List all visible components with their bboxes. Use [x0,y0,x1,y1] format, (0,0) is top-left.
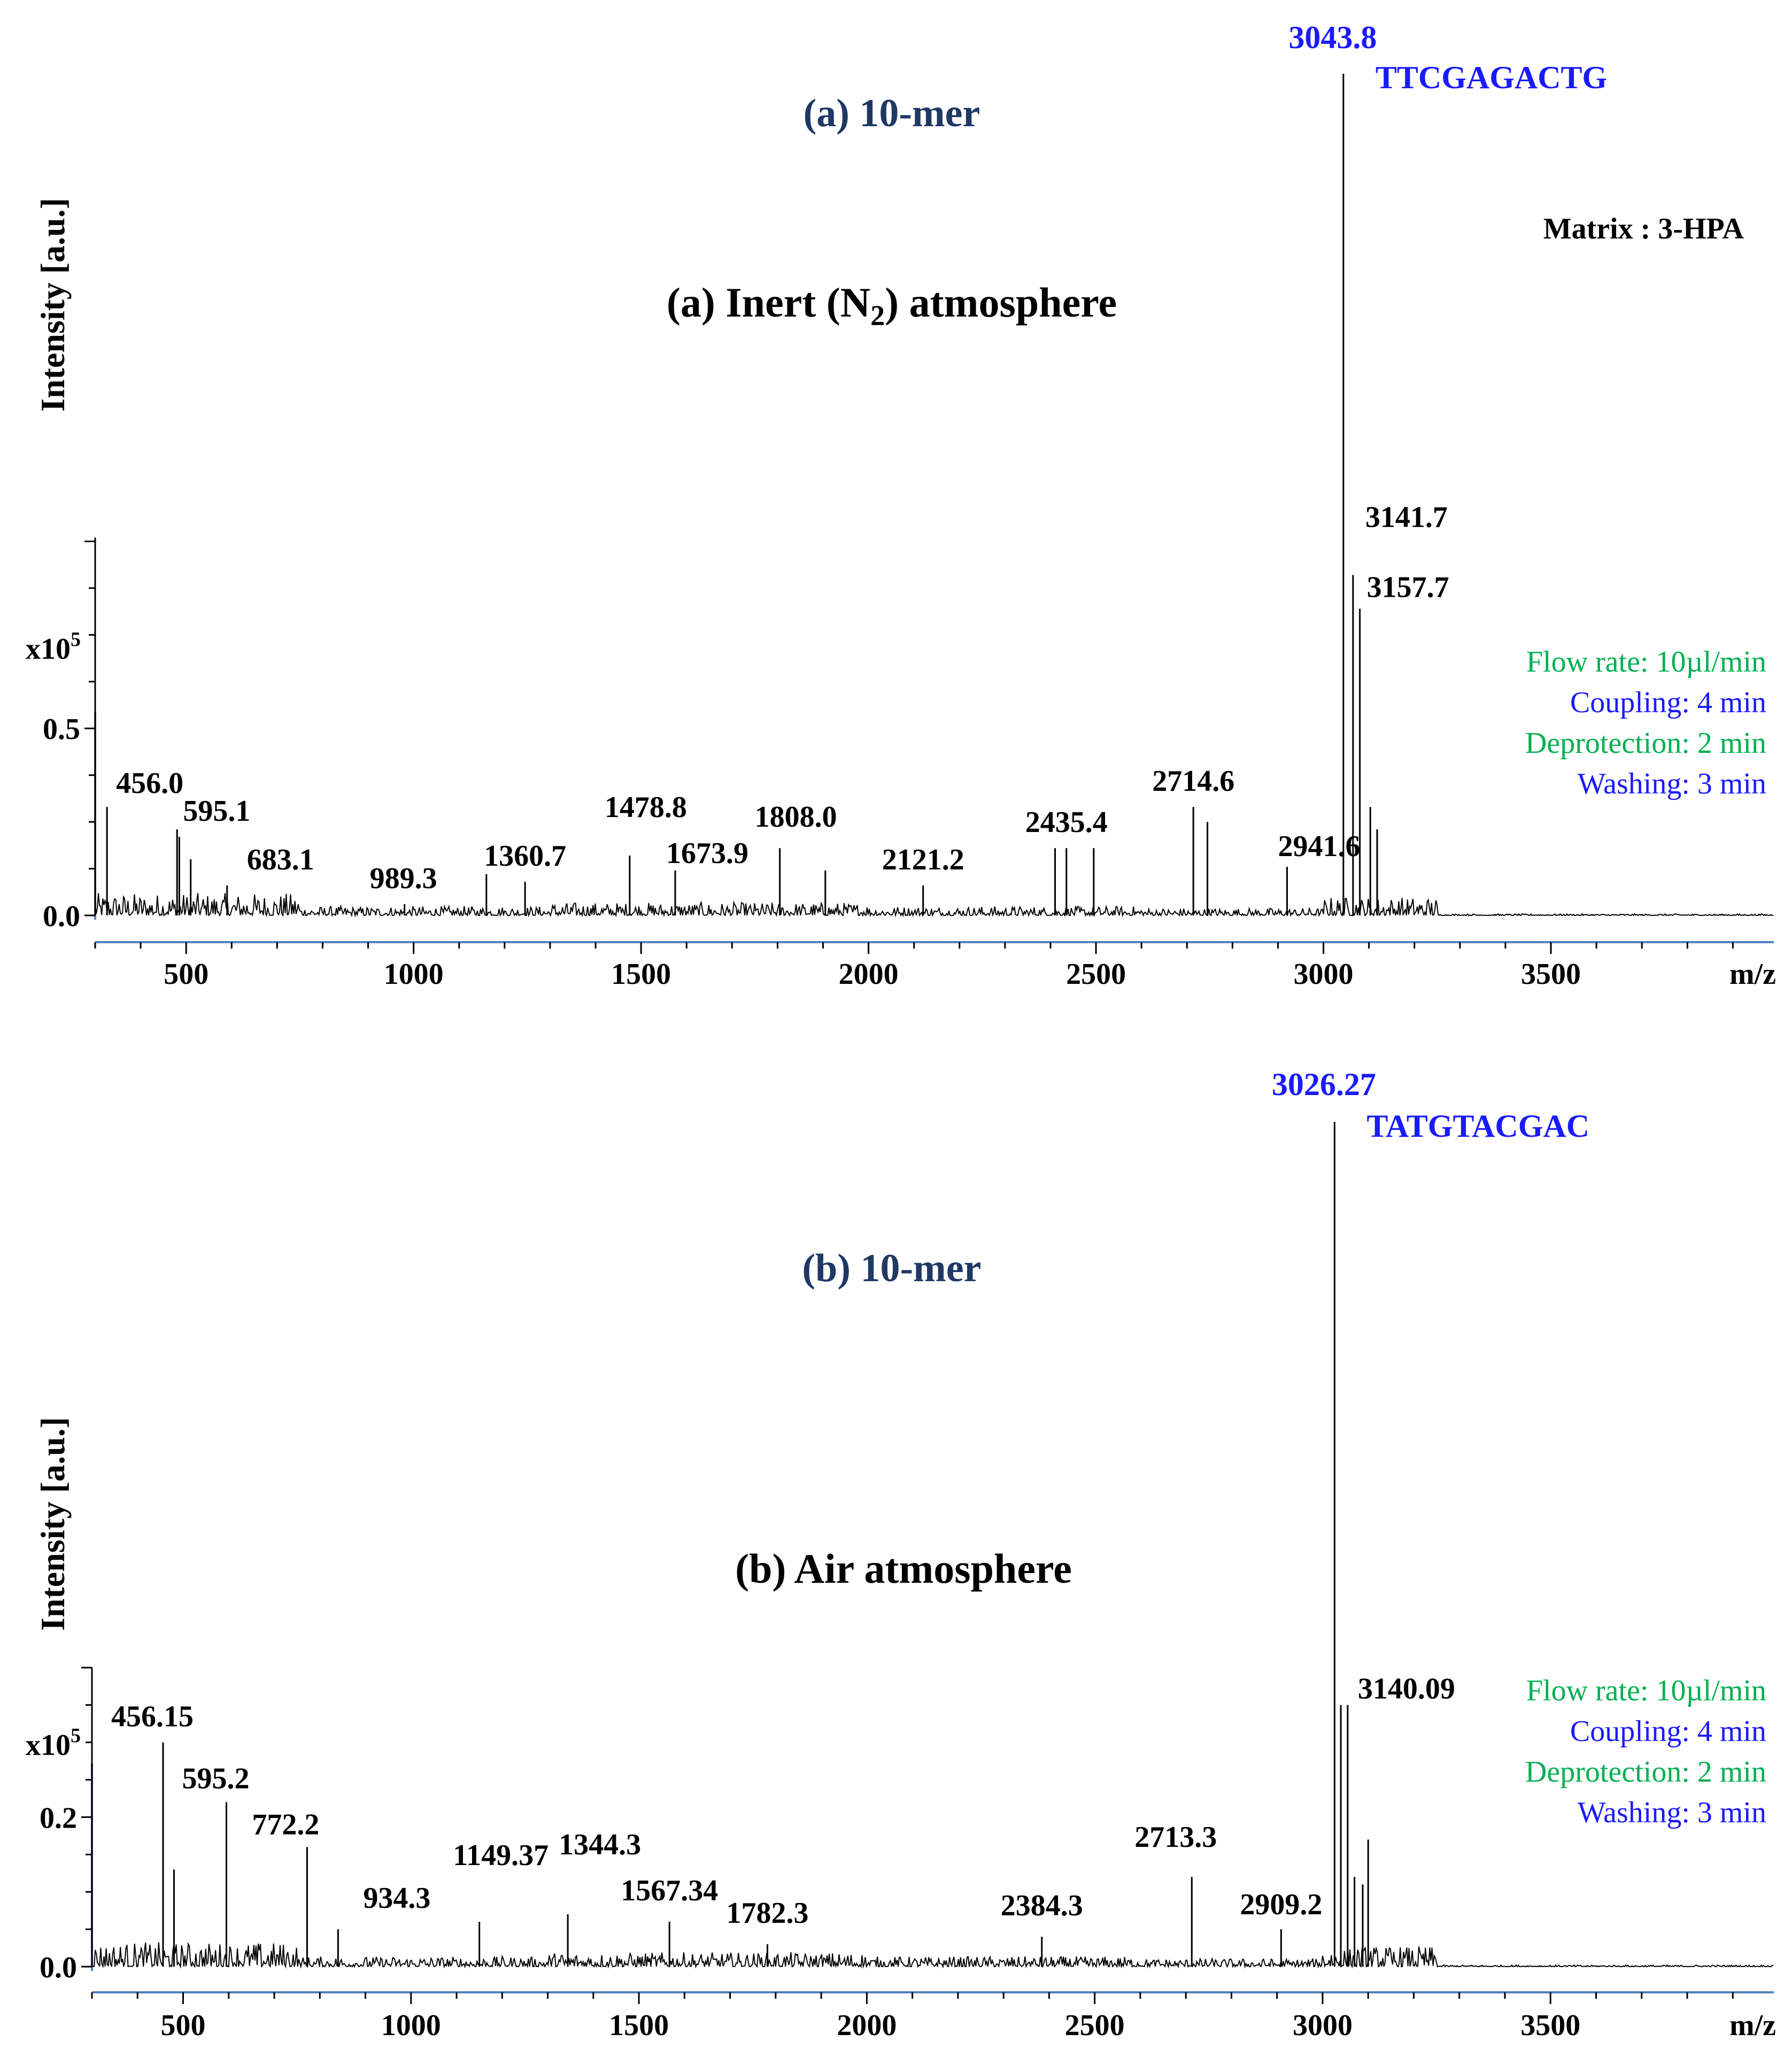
peak-label-772.2: 772.2 [252,1808,319,1841]
peak-label-1344.3: 1344.3 [559,1828,641,1861]
matrix-label: Matrix : 3-HPA [1543,212,1744,245]
x-tick-label: 2000 [837,2009,897,2042]
x-tick-label: 2500 [1066,958,1126,991]
condition-title: (a) Inert (N2) atmosphere [667,279,1117,332]
panel-title: (b) 10-mer [802,1246,982,1290]
spectrum-panel-b: 500 1000 1500 2000 2500 3000 3500 m/z0.00.2x105… [26,1067,1776,2042]
x-tick-label: 3000 [1294,958,1354,991]
peak-label-989.3: 989.3 [370,862,437,895]
peak-label-2909.2: 2909.2 [1240,1888,1322,1921]
peak-label-595.2: 595.2 [182,1762,250,1795]
panel-title: (a) 10-mer [804,91,980,135]
y-axis-label: Intensity [a.u.] [34,198,72,412]
condition-line-2: Deprotection: 2 min [1525,1755,1766,1789]
peak-label-2121.2: 2121.2 [882,843,964,876]
x-tick-label: 500 [164,958,208,991]
x-tick-label: 3000 [1293,2009,1353,2042]
peak-label-1782.3: 1782.3 [727,1897,809,1930]
x-axis-label: m/z [1729,2009,1776,2042]
peak-label-2384.3: 2384.3 [1001,1889,1083,1922]
main-peak-sequence: TATGTACGAC [1366,1108,1589,1144]
main-peak-label: 3043.8 [1288,20,1377,55]
y-tick-label: 0.0 [40,1951,77,1984]
y-tick-label: 0.2 [40,1801,77,1835]
peak-label-1360.7: 1360.7 [484,839,566,873]
peak-label-2713.3: 2713.3 [1134,1821,1217,1854]
condition-line-3: Washing: 3 min [1578,767,1766,800]
condition-line-1: Coupling: 4 min [1570,1715,1766,1748]
peak-label-2714.6: 2714.6 [1152,765,1234,798]
peak-label-595.1: 595.1 [183,795,250,828]
condition-tail: ) atmosphere [885,279,1117,326]
peak-label-2941.6: 2941.6 [1278,830,1360,863]
condition-line-1: Coupling: 4 min [1570,686,1766,719]
x-tick-label: 2500 [1065,2009,1125,2042]
peak-label-1673.9: 1673.9 [666,837,748,870]
spectrum-noise-trace [91,1942,1774,1969]
peak-label-456.0: 456.0 [116,767,183,800]
x-tick-label: 1500 [611,958,671,991]
condition-line-0: Flow rate: 10µl/min [1526,1674,1766,1707]
condition-title: (b) Air atmosphere [735,1545,1072,1592]
peak-label-3157.7: 3157.7 [1367,571,1449,604]
y-tick-label: 0.0 [43,900,80,933]
x-tick-label: 1000 [381,2009,441,2042]
y-scale-exponent: 5 [71,628,81,651]
peak-label-3141.7: 3141.7 [1365,500,1448,534]
peak-label-2435.4: 2435.4 [1025,806,1108,839]
x-tick-label: 3500 [1521,958,1581,991]
main-peak-label: 3026.27 [1272,1067,1376,1102]
y-scale-exponent: 5 [71,1724,81,1747]
x-tick-label: 2000 [839,958,899,991]
x-tick-label: 3500 [1520,2009,1580,2042]
peak-label-1478.8: 1478.8 [605,791,687,824]
peak-label-3140.09: 3140.09 [1358,1673,1455,1706]
main-peak-sequence: TTCGAGACTG [1376,60,1607,95]
x-axis-label: m/z [1729,958,1776,991]
peak-label-934.3: 934.3 [363,1882,430,1915]
spectrum-noise-trace [95,893,1773,918]
peak-label-683.1: 683.1 [247,843,314,876]
peak-label-456.15: 456.15 [111,1700,194,1734]
x-tick-label: 1500 [609,2009,669,2042]
condition-line-3: Washing: 3 min [1578,1796,1766,1829]
y-axis-label: Intensity [a.u.] [34,1417,72,1631]
condition-line-0: Flow rate: 10µl/min [1526,645,1766,679]
spectrum-panel-a: 500 1000 1500 2000 2500 3000 3500 m/z0.00.5x105… [26,20,1776,991]
y-tick-label: 0.5 [43,713,80,746]
x-tick-label: 500 [161,2009,206,2042]
condition-line-2: Deprotection: 2 min [1525,727,1766,760]
x-tick-label: 1000 [384,958,444,991]
condition-subscript: 2 [870,299,885,332]
peak-label-1149.37: 1149.37 [453,1839,549,1872]
peak-label-1808.0: 1808.0 [755,800,837,834]
peak-label-1567.34: 1567.34 [621,1874,718,1907]
